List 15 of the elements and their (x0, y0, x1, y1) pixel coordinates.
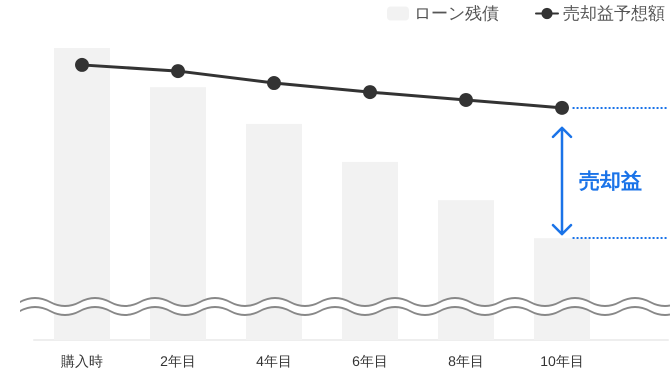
annotation: 売却益 (579, 168, 642, 195)
x-tick-label: 購入時 (61, 353, 103, 369)
legend-label: 売却益予想額 (563, 4, 665, 23)
point (459, 92, 473, 107)
point (555, 100, 569, 115)
point (75, 58, 89, 72)
point (171, 64, 185, 78)
x-tick-label: 6年目 (352, 353, 388, 369)
point (267, 76, 281, 90)
x-tick-label: 8年目 (448, 353, 484, 369)
x-tick-label: 10年目 (540, 353, 584, 369)
point (363, 85, 377, 100)
x-tick-label: 2年目 (160, 353, 196, 369)
x-tick-label: 4年目 (256, 353, 292, 369)
legend-label: ローン残債 (414, 4, 499, 23)
